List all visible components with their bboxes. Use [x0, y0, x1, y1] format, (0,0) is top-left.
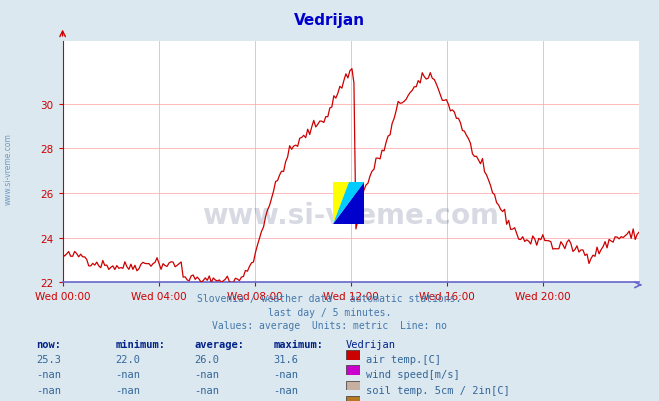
- Text: -nan: -nan: [36, 369, 61, 379]
- Text: soil temp. 5cm / 2in[C]: soil temp. 5cm / 2in[C]: [366, 385, 509, 395]
- Polygon shape: [333, 182, 349, 225]
- Text: 31.6: 31.6: [273, 354, 299, 364]
- Text: -nan: -nan: [194, 369, 219, 379]
- Text: -nan: -nan: [273, 369, 299, 379]
- Text: now:: now:: [36, 339, 61, 349]
- Text: -nan: -nan: [115, 369, 140, 379]
- Text: -nan: -nan: [194, 400, 219, 401]
- Text: -nan: -nan: [115, 400, 140, 401]
- Text: 22.0: 22.0: [115, 354, 140, 364]
- Text: Vedrijan: Vedrijan: [294, 13, 365, 28]
- Text: 26.0: 26.0: [194, 354, 219, 364]
- Text: average:: average:: [194, 339, 244, 349]
- Text: -nan: -nan: [36, 400, 61, 401]
- Text: www.si-vreme.com: www.si-vreme.com: [3, 133, 13, 204]
- Text: minimum:: minimum:: [115, 339, 165, 349]
- Polygon shape: [333, 182, 364, 225]
- Text: air temp.[C]: air temp.[C]: [366, 354, 441, 364]
- Text: Slovenia / weather data - automatic stations.: Slovenia / weather data - automatic stat…: [197, 294, 462, 304]
- Text: soil temp. 10cm / 4in[C]: soil temp. 10cm / 4in[C]: [366, 400, 516, 401]
- Text: -nan: -nan: [273, 400, 299, 401]
- Text: -nan: -nan: [273, 385, 299, 395]
- Text: wind speed[m/s]: wind speed[m/s]: [366, 369, 459, 379]
- Text: Values: average  Units: metric  Line: no: Values: average Units: metric Line: no: [212, 320, 447, 330]
- Text: -nan: -nan: [36, 385, 61, 395]
- Text: www.si-vreme.com: www.si-vreme.com: [202, 201, 500, 229]
- Text: -nan: -nan: [115, 385, 140, 395]
- Text: 25.3: 25.3: [36, 354, 61, 364]
- Text: -nan: -nan: [194, 385, 219, 395]
- Text: last day / 5 minutes.: last day / 5 minutes.: [268, 307, 391, 317]
- Polygon shape: [333, 182, 364, 225]
- Text: maximum:: maximum:: [273, 339, 324, 349]
- Text: Vedrijan: Vedrijan: [346, 339, 396, 349]
